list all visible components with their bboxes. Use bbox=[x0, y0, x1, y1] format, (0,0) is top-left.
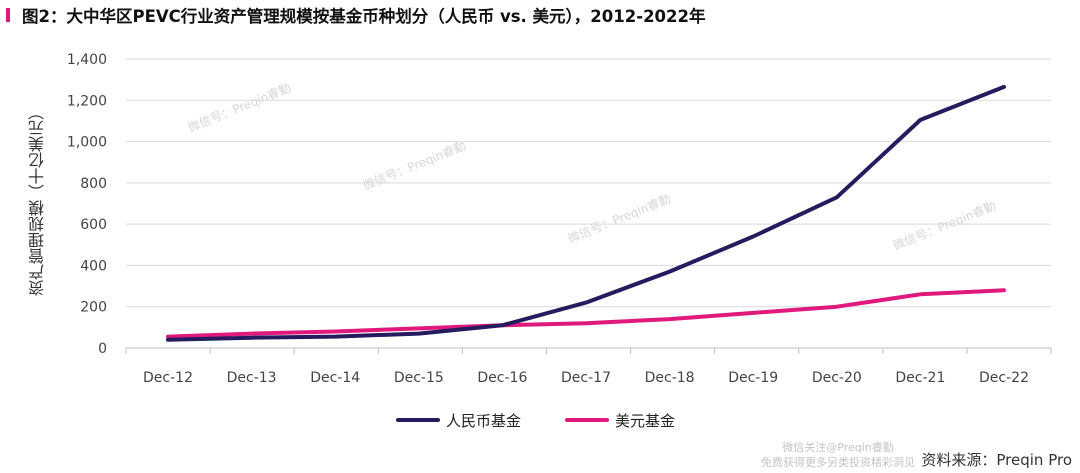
watermark-text: 微信号：Preqin睿勤 bbox=[566, 191, 673, 246]
series-line bbox=[166, 288, 1006, 339]
watermark-text: 微信号：Preqin睿勤 bbox=[891, 198, 998, 253]
x-tick-label: Dec-13 bbox=[227, 370, 277, 386]
title-bar: 图2：大中华区PEVC行业资产管理规模按基金币种划分（人民币 vs. 美元），2… bbox=[0, 2, 706, 28]
y-tick-label: 1,000 bbox=[67, 135, 107, 151]
x-tick-label: Dec-16 bbox=[477, 370, 527, 386]
watermark-text: 微信号：Preqin睿勤 bbox=[186, 80, 293, 135]
y-tick-label: 600 bbox=[80, 217, 107, 233]
legend: 人民币基金 美元基金 bbox=[396, 412, 675, 430]
x-tick-label: Dec-19 bbox=[728, 370, 778, 386]
x-tick-label: Dec-18 bbox=[645, 370, 695, 386]
watermark-text: 微信号：Preqin睿勤 bbox=[361, 138, 468, 193]
y-tick-label: 1,400 bbox=[67, 52, 107, 68]
x-tick-label: Dec-20 bbox=[812, 370, 862, 386]
x-tick-label: Dec-21 bbox=[895, 370, 945, 386]
legend-label: 人民币基金 bbox=[446, 412, 521, 430]
y-tick-label: 400 bbox=[80, 258, 107, 274]
y-tick-label: 200 bbox=[80, 300, 107, 316]
y-tick-label: 0 bbox=[98, 341, 107, 357]
chart-title: 图2：大中华区PEVC行业资产管理规模按基金币种划分（人民币 vs. 美元），2… bbox=[22, 7, 706, 26]
title-accent-bar bbox=[6, 8, 10, 22]
x-tick-label: Dec-12 bbox=[143, 370, 193, 386]
y-tick-label: 1,200 bbox=[67, 93, 107, 109]
x-tick-label: Dec-22 bbox=[979, 370, 1029, 386]
y-tick-label: 800 bbox=[80, 176, 107, 192]
series-lines bbox=[166, 84, 1006, 342]
footer-watermark-line-2: 免费获得更多另类投资精彩洞见 bbox=[761, 456, 915, 469]
y-tick-labels: 0 200 400 600 800 1,000 1,200 1,400 bbox=[67, 52, 107, 357]
footer-watermark: 微信关注@Preqin睿勤 免费获得更多另类投资精彩洞见 bbox=[761, 440, 915, 470]
x-tick-label: Dec-15 bbox=[394, 370, 444, 386]
x-axis: Dec-12 Dec-13 Dec-14 Dec-15 Dec-16 Dec-17 Dec-… bbox=[125, 347, 1052, 386]
source-note: 资料来源：Preqin Pro bbox=[921, 451, 1072, 469]
series-line bbox=[166, 84, 1006, 342]
gridlines bbox=[126, 58, 1051, 308]
footer-watermark-line-1: 微信关注@Preqin睿勤 bbox=[782, 441, 894, 454]
x-tick-label: Dec-17 bbox=[561, 370, 611, 386]
legend-label: 美元基金 bbox=[615, 412, 675, 430]
x-tick-label: Dec-14 bbox=[310, 370, 360, 386]
